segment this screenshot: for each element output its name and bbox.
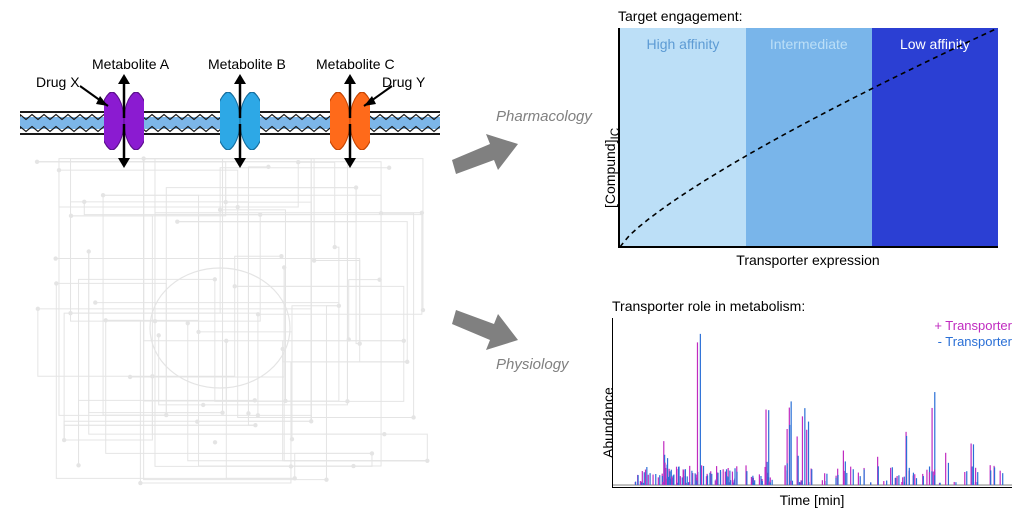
spectrum-ylabel: Abundance: [600, 387, 616, 458]
label-physiology: Physiology: [496, 356, 569, 373]
spectrum-legend: + Transporter - Transporter: [934, 318, 1012, 349]
flux-arrow: [233, 74, 247, 118]
label-metabolite-c: Metabolite C: [316, 56, 395, 72]
affinity-xlabel: Transporter expression: [618, 252, 998, 268]
affinity-title: Target engagement:: [618, 8, 1012, 24]
metabolic-pathway-background: [20, 138, 440, 508]
arrow-physiology: [450, 310, 520, 354]
affinity-chart: Low affinityIntermediateHigh affinity: [618, 28, 998, 248]
affinity-chart-block: Target engagement: Low affinityIntermedi…: [592, 8, 1012, 268]
flux-arrow: [343, 74, 357, 118]
flux-arrow: [343, 124, 357, 168]
label-metabolite-b: Metabolite B: [208, 56, 286, 72]
flux-arrow: [233, 124, 247, 168]
drug-y-pointer: [358, 80, 398, 110]
flux-arrow: [117, 74, 131, 118]
legend-plus: + Transporter: [934, 318, 1012, 334]
legend-minus: - Transporter: [934, 334, 1012, 350]
arrow-pharmacology: [450, 130, 520, 174]
drug-x-pointer: [74, 80, 114, 110]
membrane-diagram: Metabolite A Metabolite B Metabolite C D…: [20, 18, 460, 508]
label-metabolite-a: Metabolite A: [92, 56, 169, 72]
affinity-ylabel: [Compund]IC: [602, 128, 622, 208]
spectrum-chart-block: Transporter role in metabolism: Abundanc…: [592, 298, 1012, 508]
flux-arrow: [117, 124, 131, 168]
spectrum-title: Transporter role in metabolism:: [612, 298, 1012, 314]
label-pharmacology: Pharmacology: [496, 108, 592, 125]
spectrum-xlabel: Time [min]: [612, 492, 1012, 508]
